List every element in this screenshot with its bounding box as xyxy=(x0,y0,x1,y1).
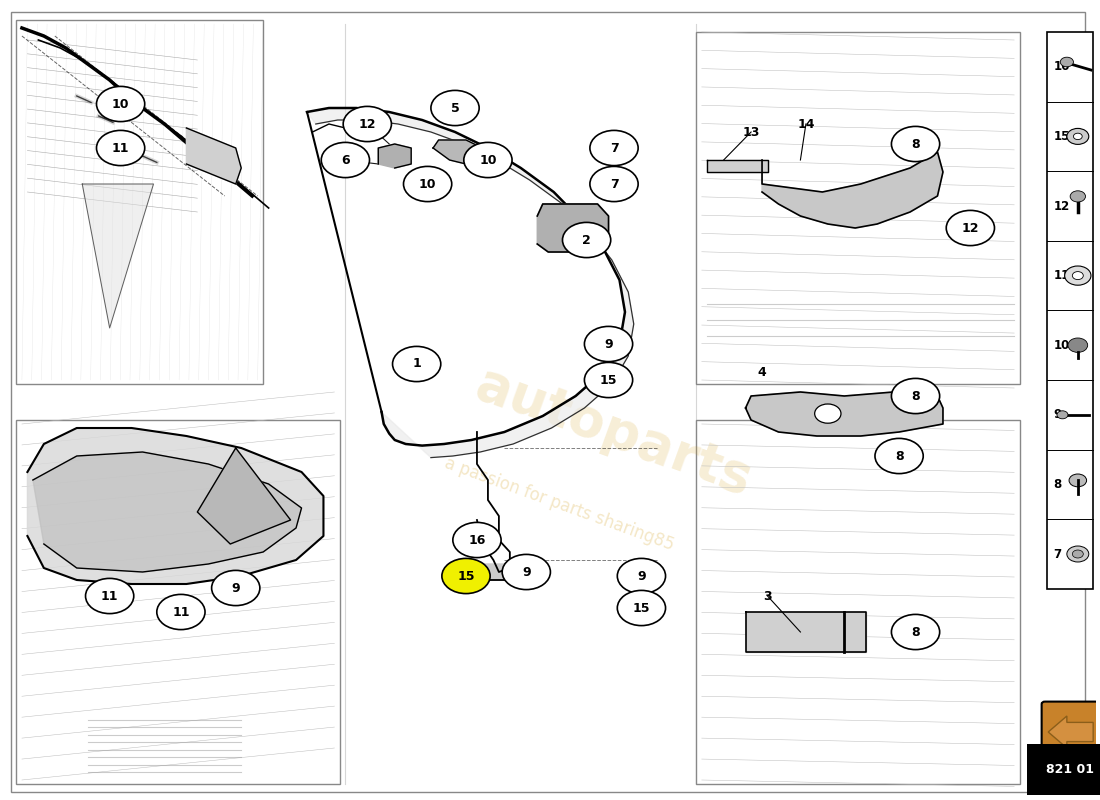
Text: 6: 6 xyxy=(341,154,350,166)
Text: 12: 12 xyxy=(961,222,979,234)
Circle shape xyxy=(1068,338,1088,352)
Circle shape xyxy=(891,126,939,162)
Text: 9: 9 xyxy=(231,582,240,594)
Text: 8: 8 xyxy=(911,390,920,402)
Polygon shape xyxy=(82,184,154,328)
Text: 1: 1 xyxy=(412,358,421,370)
Text: 8: 8 xyxy=(911,138,920,150)
Polygon shape xyxy=(33,452,301,572)
Circle shape xyxy=(946,210,994,246)
Circle shape xyxy=(157,594,205,630)
Circle shape xyxy=(503,554,550,590)
Polygon shape xyxy=(466,564,520,580)
Polygon shape xyxy=(433,140,483,164)
Polygon shape xyxy=(746,612,866,652)
FancyBboxPatch shape xyxy=(696,32,1020,384)
Circle shape xyxy=(97,86,145,122)
Text: 4: 4 xyxy=(758,366,767,378)
Text: 15: 15 xyxy=(458,570,475,582)
Polygon shape xyxy=(537,204,608,252)
Text: 10: 10 xyxy=(112,98,130,110)
Circle shape xyxy=(404,166,452,202)
Polygon shape xyxy=(378,144,411,168)
Text: 10: 10 xyxy=(480,154,497,166)
Text: 8: 8 xyxy=(1054,478,1062,491)
Circle shape xyxy=(453,522,502,558)
Circle shape xyxy=(584,326,632,362)
Circle shape xyxy=(617,558,666,594)
Circle shape xyxy=(562,222,611,258)
Text: 10: 10 xyxy=(419,178,437,190)
Circle shape xyxy=(321,142,370,178)
Circle shape xyxy=(891,614,939,650)
Text: 2: 2 xyxy=(582,234,591,246)
Circle shape xyxy=(1072,272,1084,280)
Circle shape xyxy=(1057,411,1068,419)
Polygon shape xyxy=(762,152,943,228)
Text: 16: 16 xyxy=(469,534,485,546)
Text: 7: 7 xyxy=(609,178,618,190)
FancyBboxPatch shape xyxy=(1042,702,1099,786)
Circle shape xyxy=(211,570,260,606)
Text: 11: 11 xyxy=(173,606,189,618)
Text: 15: 15 xyxy=(600,374,617,386)
Circle shape xyxy=(1074,133,1082,139)
FancyBboxPatch shape xyxy=(696,420,1020,784)
Text: 12: 12 xyxy=(359,118,376,130)
FancyBboxPatch shape xyxy=(16,420,340,784)
Circle shape xyxy=(590,166,638,202)
Text: 5: 5 xyxy=(451,102,460,114)
Text: 14: 14 xyxy=(798,118,815,130)
Circle shape xyxy=(1067,128,1089,144)
Text: 15: 15 xyxy=(1054,130,1070,143)
Circle shape xyxy=(1067,546,1089,562)
Text: 8: 8 xyxy=(894,450,903,462)
Text: 9: 9 xyxy=(637,570,646,582)
Circle shape xyxy=(86,578,134,614)
Text: a passion for parts sharing85: a passion for parts sharing85 xyxy=(442,454,676,554)
Text: 3: 3 xyxy=(763,590,772,602)
Circle shape xyxy=(393,346,441,382)
Text: 12: 12 xyxy=(1054,199,1070,213)
Circle shape xyxy=(891,378,939,414)
Circle shape xyxy=(1060,58,1074,66)
Circle shape xyxy=(1069,474,1087,486)
Text: 11: 11 xyxy=(101,590,119,602)
Circle shape xyxy=(464,142,512,178)
Text: 15: 15 xyxy=(632,602,650,614)
Circle shape xyxy=(815,404,842,423)
Circle shape xyxy=(584,362,632,398)
Text: 9: 9 xyxy=(604,338,613,350)
Text: 821 01: 821 01 xyxy=(1046,763,1094,776)
Text: 7: 7 xyxy=(609,142,618,154)
Polygon shape xyxy=(1048,716,1093,748)
Circle shape xyxy=(442,558,491,594)
Text: 11: 11 xyxy=(112,142,130,154)
Text: 11: 11 xyxy=(1054,269,1070,282)
Circle shape xyxy=(617,590,666,626)
Text: 9: 9 xyxy=(522,566,530,578)
Text: 13: 13 xyxy=(742,126,760,138)
Text: 16: 16 xyxy=(1054,60,1070,74)
Polygon shape xyxy=(746,392,943,436)
Circle shape xyxy=(343,106,392,142)
Text: 9: 9 xyxy=(1054,408,1062,422)
Text: autoparts: autoparts xyxy=(469,358,759,506)
Text: 10: 10 xyxy=(1054,338,1070,352)
Circle shape xyxy=(431,90,480,126)
Circle shape xyxy=(874,438,923,474)
Text: 8: 8 xyxy=(911,626,920,638)
Polygon shape xyxy=(186,128,241,184)
Polygon shape xyxy=(307,108,634,458)
FancyBboxPatch shape xyxy=(1047,32,1093,589)
Circle shape xyxy=(1070,191,1086,202)
Circle shape xyxy=(590,130,638,166)
FancyBboxPatch shape xyxy=(16,20,263,384)
Circle shape xyxy=(1065,266,1091,286)
Polygon shape xyxy=(197,448,290,544)
Polygon shape xyxy=(707,160,768,172)
Polygon shape xyxy=(28,428,323,584)
Text: 7: 7 xyxy=(1054,547,1062,561)
Circle shape xyxy=(1072,550,1084,558)
